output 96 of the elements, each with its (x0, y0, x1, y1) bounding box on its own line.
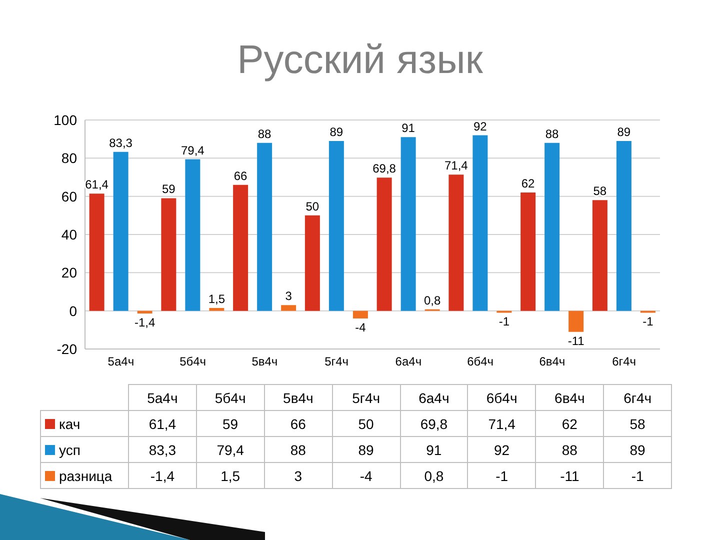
text: 0,8 (424, 468, 444, 484)
data-label: -1,4 (134, 316, 156, 330)
data-label: 83,3 (109, 136, 133, 150)
x-tick-label: 6б4ч (467, 354, 494, 369)
x-tick-label: 6в4ч (539, 354, 566, 369)
bar (233, 184, 248, 311)
bar (544, 142, 560, 311)
y-tick-label: 100 (54, 112, 78, 128)
bar (281, 305, 296, 311)
legend-label: кач (40, 410, 128, 436)
text: 83,3 (148, 442, 176, 458)
y-tick-label: 0 (69, 302, 78, 319)
data-label: 59 (162, 182, 176, 196)
bar (352, 310, 368, 318)
category-label: 6г4ч (624, 390, 652, 406)
bar (161, 198, 176, 311)
data-label: -1 (642, 314, 654, 329)
bar (520, 192, 536, 311)
data-label: 71,4 (444, 158, 468, 173)
data-label: 92 (474, 119, 488, 134)
text: 88 (290, 442, 306, 458)
data-label: 91 (402, 121, 416, 136)
category-label: 5б4ч (214, 390, 246, 406)
data-label: 3 (285, 289, 292, 304)
category-label: 5г4ч (352, 390, 380, 406)
bar (400, 137, 416, 311)
data-label: 88 (545, 126, 560, 141)
x-tick-label: 5а4ч (108, 354, 134, 369)
x-tick-label: 5б4ч (180, 354, 206, 369)
data-label: -4 (355, 320, 366, 334)
bar (304, 215, 320, 311)
bar (328, 140, 344, 311)
text: -4 (360, 468, 372, 484)
bar (137, 310, 152, 314)
legend-label: разница (40, 462, 128, 488)
text: -1 (496, 468, 508, 484)
text: 91 (426, 442, 442, 458)
text: 92 (494, 442, 510, 458)
text: 79,4 (216, 442, 244, 458)
bar (568, 310, 584, 332)
text: 61,4 (148, 416, 176, 432)
data-label: 1,5 (208, 292, 226, 306)
bar (472, 135, 488, 311)
text: 89 (358, 442, 374, 458)
data-label: 66 (234, 168, 248, 183)
bar (592, 200, 608, 311)
data-label: 61,4 (85, 178, 109, 192)
y-tick-label: 40 (61, 226, 78, 242)
x-tick-label: 5г4ч (324, 354, 349, 369)
x-tick-label: 5в4ч (252, 354, 278, 369)
bar (113, 152, 128, 311)
bar (257, 142, 272, 311)
data-label: 89 (330, 124, 344, 139)
bar (448, 174, 464, 311)
data-label: 58 (593, 184, 607, 198)
text: 89 (630, 442, 646, 458)
data-label: 62 (521, 176, 536, 191)
y-tick-label: -20 (56, 340, 78, 357)
text: 66 (290, 416, 306, 432)
data-label: 88 (258, 126, 272, 141)
x-tick-label: 6а4ч (395, 354, 422, 369)
category-label: 6а4ч (418, 390, 450, 406)
text: 62 (562, 416, 578, 432)
y-tick-label: 80 (61, 150, 78, 166)
text: -11 (560, 468, 580, 484)
y-tick-label: 60 (61, 188, 78, 204)
bar (616, 140, 632, 311)
data-label: -11 (568, 334, 585, 348)
text: 58 (630, 416, 646, 432)
text: 3 (294, 468, 302, 484)
chart-title: Русский язык (236, 38, 484, 83)
data-label: 69,8 (372, 162, 396, 176)
y-tick-label: 20 (61, 264, 78, 281)
bar (376, 178, 392, 311)
data-label: -1 (498, 314, 510, 329)
text: 71,4 (488, 416, 516, 432)
text: 69,8 (420, 416, 448, 432)
data-label: 50 (306, 199, 320, 214)
text: -1,4 (150, 468, 174, 484)
bar (185, 159, 200, 311)
x-tick-label: 6г4ч (612, 354, 636, 369)
text: 88 (562, 442, 578, 458)
data-label: 0,8 (424, 293, 441, 308)
category-label: 5в4ч (283, 390, 314, 406)
category-label: 6в4ч (554, 390, 585, 406)
bar (209, 308, 224, 311)
data-label: 79,4 (181, 143, 205, 158)
category-label: 5а4ч (147, 390, 178, 406)
category-label: 6б4ч (486, 390, 518, 406)
data-label: 89 (617, 124, 631, 139)
legend-label: усп (40, 436, 128, 462)
text: 1,5 (220, 468, 240, 484)
text: 59 (222, 416, 238, 432)
text: 50 (358, 416, 374, 432)
text: -1 (631, 468, 644, 484)
bar (89, 194, 104, 311)
